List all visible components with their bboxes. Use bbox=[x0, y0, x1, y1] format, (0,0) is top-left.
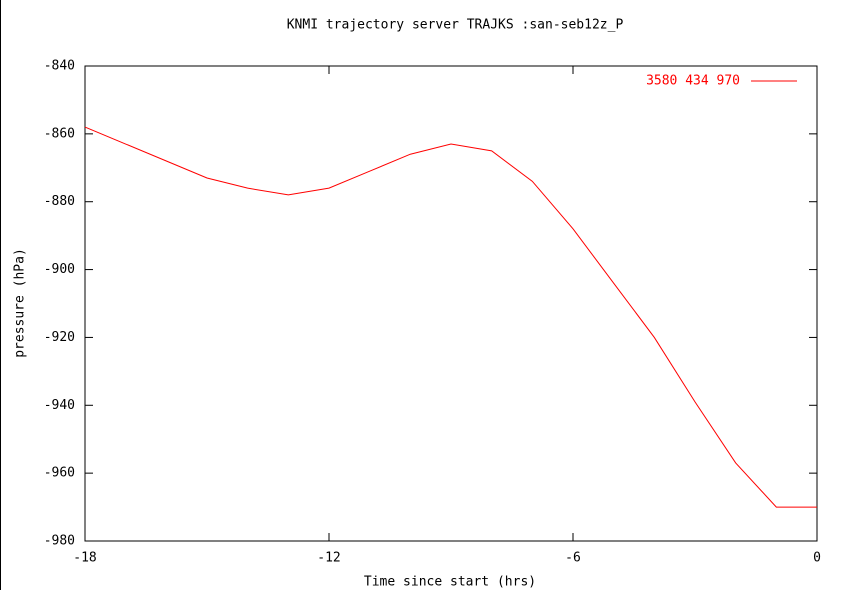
x-axis-label: Time since start (hrs) bbox=[364, 575, 536, 590]
y-tick-label: -900 bbox=[44, 262, 75, 277]
legend-label: 3580 434 970 bbox=[646, 74, 740, 89]
x-tick-label: -18 bbox=[73, 551, 96, 566]
y-tick-label: -840 bbox=[44, 59, 75, 74]
y-tick-label: -960 bbox=[44, 466, 75, 481]
chart-title: KNMI trajectory server TRAJKS :san-seb12… bbox=[287, 18, 624, 33]
plot-frame bbox=[84, 65, 818, 542]
y-tick-label: -880 bbox=[44, 194, 75, 209]
y-tick-label: -940 bbox=[44, 398, 75, 413]
x-tick-label: -6 bbox=[565, 551, 581, 566]
y-tick-label: -860 bbox=[44, 126, 75, 141]
x-tick-label: 0 bbox=[813, 551, 821, 566]
y-tick-label: -920 bbox=[44, 330, 75, 345]
y-tick-label: -980 bbox=[44, 534, 75, 549]
data-line bbox=[84, 126, 817, 508]
y-axis-label: pressure (hPa) bbox=[13, 248, 28, 358]
x-tick-label: -12 bbox=[317, 551, 340, 566]
